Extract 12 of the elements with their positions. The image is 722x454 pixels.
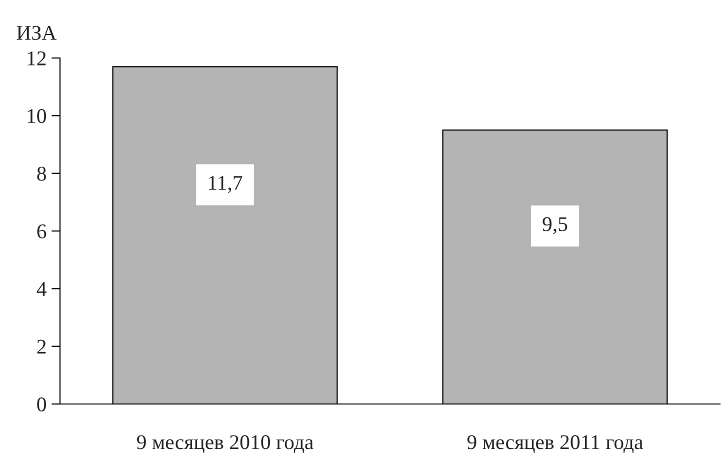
y-tick-label: 2 bbox=[37, 340, 46, 354]
x-tick-label: 9 месяцев 2011 года bbox=[467, 435, 644, 454]
y-tick-label: 4 bbox=[36, 282, 46, 296]
data-label: 9,5 bbox=[542, 217, 568, 234]
y-tick-label: 0 bbox=[37, 397, 46, 412]
y-axis-title: ИЗА bbox=[16, 26, 57, 40]
data-label: 11,7 bbox=[208, 176, 242, 193]
y-tick-label: 6 bbox=[37, 224, 46, 238]
y-tick-label: 8 bbox=[37, 166, 46, 181]
y-tick-label: 12 bbox=[28, 51, 46, 66]
x-tick-label: 9 месяцев 2010 года bbox=[136, 435, 314, 454]
y-tick-label: 10 bbox=[28, 109, 46, 124]
